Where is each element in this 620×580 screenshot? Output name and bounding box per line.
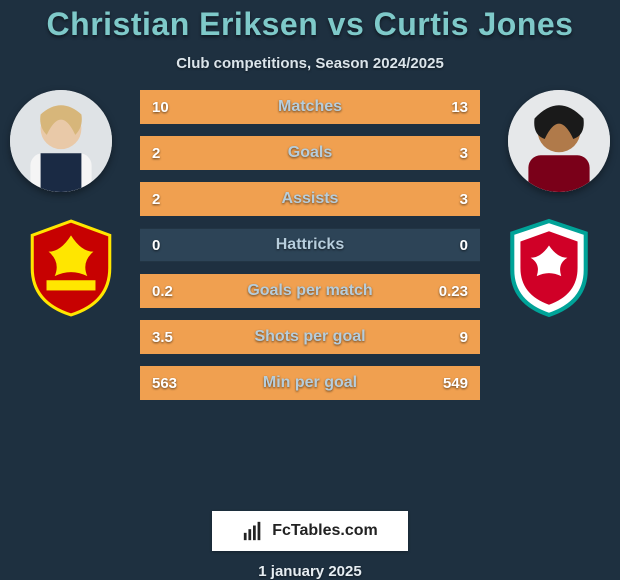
stat-label: Goals per match	[140, 282, 480, 300]
page-title: Christian Eriksen vs Curtis Jones	[47, 6, 574, 43]
subtitle: Club competitions, Season 2024/2025	[176, 55, 444, 72]
branding-badge: FcTables.com	[212, 511, 408, 551]
player-left-avatar	[10, 90, 112, 192]
stat-rows: 1013Matches 23Goals 23Assists 00Hattricks 0.…	[140, 90, 480, 400]
stat-label: Shots per goal	[140, 328, 480, 346]
stat-label: Goals	[140, 144, 480, 162]
stat-row: 00Hattricks	[140, 228, 480, 262]
stat-row: 1013Matches	[140, 90, 480, 124]
stat-row: 23Assists	[140, 182, 480, 216]
stat-row: 563549Min per goal	[140, 366, 480, 400]
footer: FcTables.com 1 january 2025	[212, 511, 408, 580]
stat-row: 3.59Shots per goal	[140, 320, 480, 354]
stat-label: Assists	[140, 190, 480, 208]
stat-row: 0.20.23Goals per match	[140, 274, 480, 308]
stat-label: Min per goal	[140, 374, 480, 392]
stat-row: 23Goals	[140, 136, 480, 170]
stat-label: Matches	[140, 98, 480, 116]
date-text: 1 january 2025	[258, 563, 361, 580]
player-right-avatar	[508, 90, 610, 192]
chart-icon	[242, 520, 264, 542]
club-right-badge	[498, 217, 600, 319]
branding-text: FcTables.com	[272, 522, 378, 540]
club-left-badge	[20, 217, 122, 319]
comparison-grid: 1013Matches 23Goals 23Assists 00Hattricks 0.…	[0, 72, 620, 505]
stat-label: Hattricks	[140, 236, 480, 254]
comparison-card: Christian Eriksen vs Curtis Jones Club c…	[0, 0, 620, 580]
